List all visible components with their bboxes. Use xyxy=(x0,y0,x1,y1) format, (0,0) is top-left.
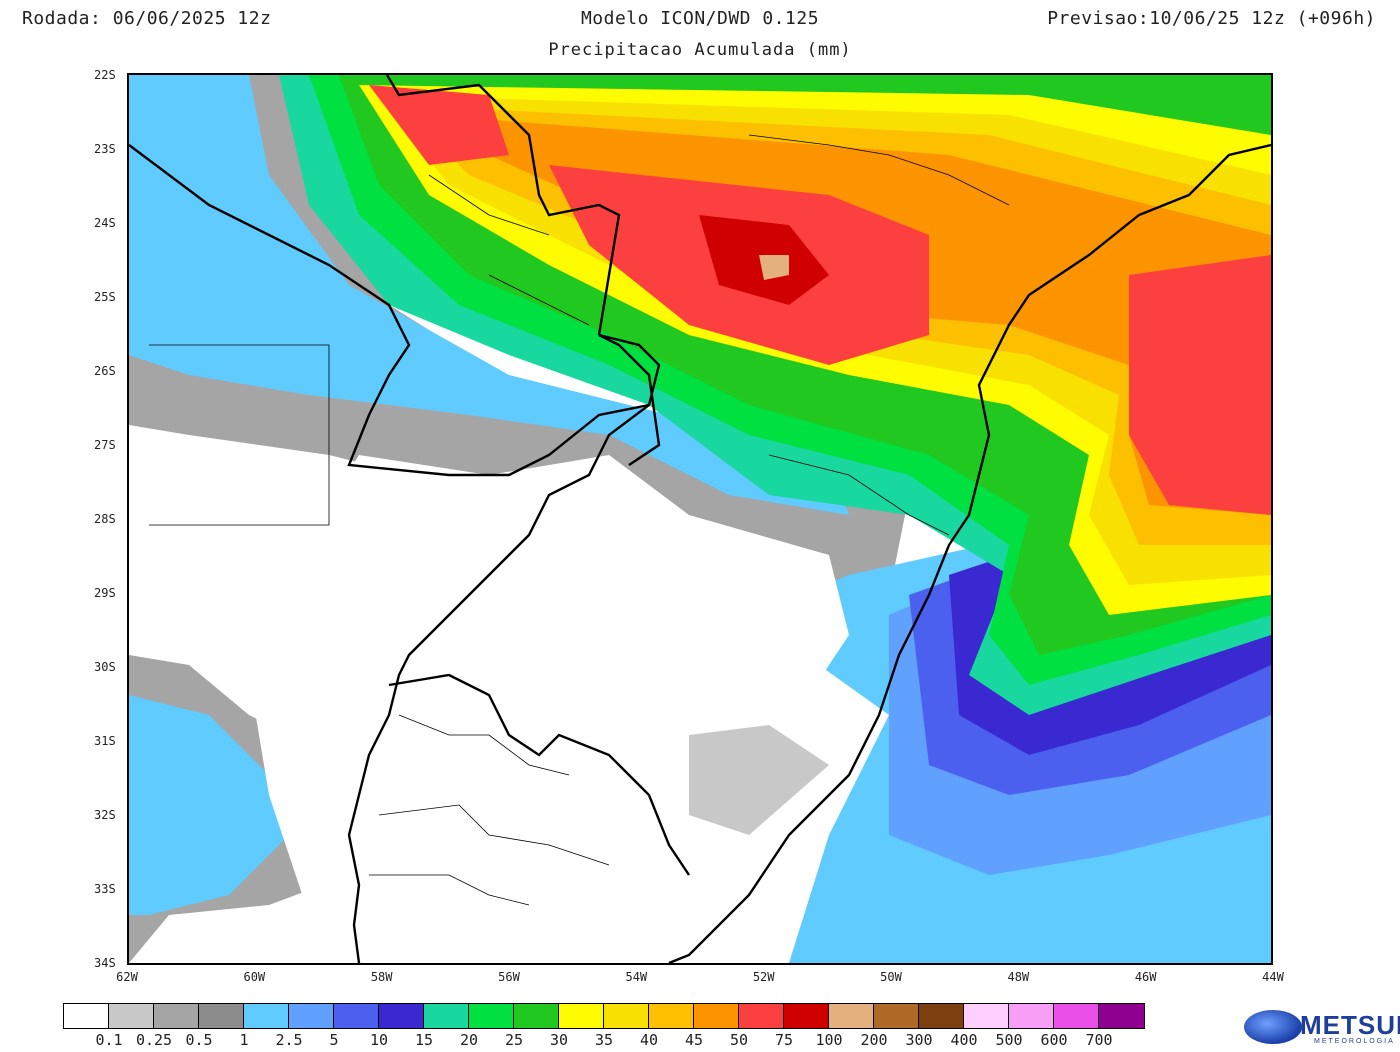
colorbar-label: 0.1 xyxy=(95,1031,123,1049)
model-title: Modelo ICON/DWD 0.125 xyxy=(580,8,820,29)
latitude-label: 25S xyxy=(94,290,116,304)
colorbar-label: 10 xyxy=(369,1031,389,1049)
latitude-label: 34S xyxy=(94,956,116,970)
colorbar-swatch xyxy=(919,1004,964,1028)
colorbar-swatch xyxy=(649,1004,694,1028)
latitude-label: 33S xyxy=(94,882,116,896)
colorbar-swatch xyxy=(64,1004,109,1028)
colorbar-label: 30 xyxy=(549,1031,569,1049)
colorbar-label: 100 xyxy=(815,1031,843,1049)
latitude-label: 28S xyxy=(94,512,116,526)
colorbar-swatch xyxy=(1054,1004,1099,1028)
colorbar-label: 25 xyxy=(504,1031,524,1049)
longitude-label: 56W xyxy=(498,970,520,984)
colorbar-label: 500 xyxy=(995,1031,1023,1049)
colorbar-swatch xyxy=(784,1004,829,1028)
latitude-label: 26S xyxy=(94,364,116,378)
colorbar-swatch xyxy=(514,1004,559,1028)
colorbar-label: 0.25 xyxy=(135,1031,173,1049)
latitude-label: 24S xyxy=(94,216,116,230)
latitude-label: 22S xyxy=(94,68,116,82)
colorbar-label: 300 xyxy=(905,1031,933,1049)
colorbar-label: 2.5 xyxy=(275,1031,303,1049)
colorbar-swatch xyxy=(1009,1004,1054,1028)
globe-icon xyxy=(1244,1010,1302,1044)
latitude-label: 32S xyxy=(94,808,116,822)
colorbar-label: 700 xyxy=(1085,1031,1113,1049)
longitude-label: 48W xyxy=(1007,970,1030,984)
colorbar-label: 35 xyxy=(594,1031,614,1049)
colorbar-swatch xyxy=(469,1004,514,1028)
latitude-label: 23S xyxy=(94,142,116,156)
colorbar-swatch xyxy=(1099,1004,1144,1028)
colorbar-label: 1 xyxy=(239,1031,249,1049)
latitude-label: 30S xyxy=(94,660,116,674)
longitude-label: 54W xyxy=(625,970,648,984)
colorbar-swatch xyxy=(244,1004,289,1028)
colorbar-label: 45 xyxy=(684,1031,704,1049)
latitude-label: 27S xyxy=(94,438,116,452)
metsul-logo: METSUL METEOROLOGIA xyxy=(1236,1008,1400,1048)
latitude-label: 31S xyxy=(94,734,116,748)
colorbar-label: 0.5 xyxy=(185,1031,213,1049)
longitude-label: 50W xyxy=(880,970,902,984)
longitude-label: 44W xyxy=(1262,970,1284,984)
map-subtitle: Precipitacao Acumulada (mm) xyxy=(548,40,852,60)
colorbar-label: 600 xyxy=(1040,1031,1068,1049)
colorbar-label: 200 xyxy=(860,1031,888,1049)
colorbar-swatch xyxy=(739,1004,784,1028)
latitude-label: 29S xyxy=(94,586,116,600)
colorbar-swatch xyxy=(154,1004,199,1028)
colorbar-swatch xyxy=(379,1004,424,1028)
colorbar-label: 50 xyxy=(729,1031,749,1049)
precipitation-field xyxy=(129,75,1271,963)
longitude-label: 60W xyxy=(243,970,266,984)
logo-tagline: METEOROLOGIA xyxy=(1314,1038,1395,1045)
colorbar-swatch xyxy=(559,1004,604,1028)
colorbar-label: 40 xyxy=(639,1031,659,1049)
colorbar-swatch xyxy=(874,1004,919,1028)
forecast-time-label: Previsao:10/06/25 12z (+096h) xyxy=(1047,8,1376,29)
colorbar-swatch xyxy=(334,1004,379,1028)
run-time-label: Rodada: 06/06/2025 12z xyxy=(22,8,272,29)
longitude-label: 52W xyxy=(752,970,775,984)
longitude-label: 46W xyxy=(1134,970,1157,984)
logo-name: METSUL xyxy=(1300,1010,1400,1040)
colorbar-label: 20 xyxy=(459,1031,479,1049)
colorbar xyxy=(63,1003,1145,1029)
colorbar-swatch xyxy=(289,1004,334,1028)
longitude-label: 62W xyxy=(116,970,138,984)
colorbar-swatch xyxy=(199,1004,244,1028)
colorbar-swatch xyxy=(424,1004,469,1028)
precipitation-map xyxy=(127,73,1273,965)
colorbar-swatch xyxy=(964,1004,1009,1028)
colorbar-label: 5 xyxy=(329,1031,339,1049)
colorbar-label: 75 xyxy=(774,1031,794,1049)
longitude-label: 58W xyxy=(370,970,393,984)
colorbar-swatch xyxy=(604,1004,649,1028)
colorbar-swatch xyxy=(829,1004,874,1028)
colorbar-label: 15 xyxy=(414,1031,434,1049)
colorbar-swatch xyxy=(109,1004,154,1028)
colorbar-swatch xyxy=(694,1004,739,1028)
colorbar-label: 400 xyxy=(950,1031,978,1049)
